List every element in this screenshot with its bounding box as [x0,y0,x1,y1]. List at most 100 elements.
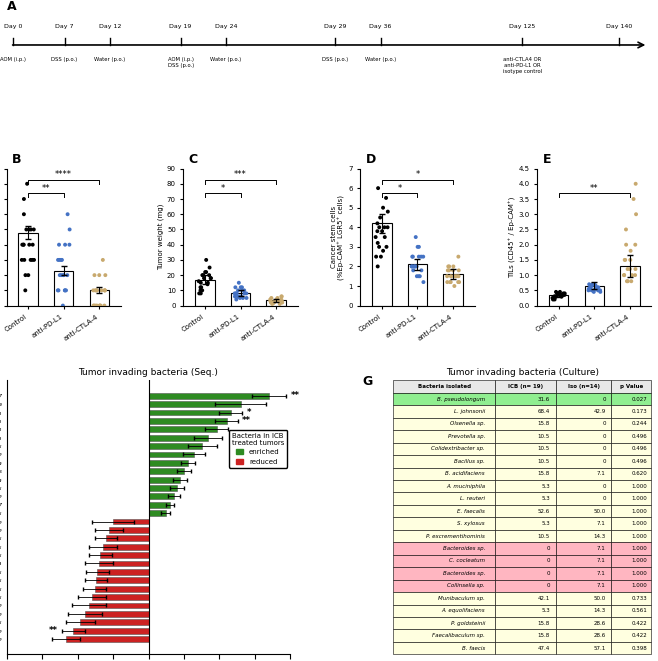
Point [409,261,419,272]
Point [193,276,204,286]
Point [413,241,423,252]
Bar [91,594,149,600]
Point [195,285,206,295]
Point [413,271,424,282]
Point [241,288,251,299]
Text: DSS (p.o.): DSS (p.o.) [322,58,349,62]
Bar [95,586,149,592]
Text: **: ** [41,184,50,192]
Point [549,293,559,303]
Point [558,288,569,299]
Point [23,270,34,280]
Text: Day 140: Day 140 [606,24,632,29]
Point [549,291,559,301]
Text: Water (p.o.): Water (p.o.) [210,58,241,62]
Point [232,288,242,299]
Point [28,224,39,235]
Point [445,277,455,288]
Bar [620,266,640,305]
Bar [149,460,188,466]
Bar [149,494,174,499]
Point [64,224,75,235]
Point [590,282,601,293]
Title: Tumor invading bacteria (Culture): Tumor invading bacteria (Culture) [446,368,599,377]
Point [24,239,34,250]
Text: anti-CTLA4 OR
anti-PD-L1 OR
isotype control: anti-CTLA4 OR anti-PD-L1 OR isotype cont… [503,58,542,74]
Point [199,273,209,284]
Bar [18,233,38,305]
Point [556,291,567,301]
Text: Day 29: Day 29 [324,24,347,29]
Point [547,294,558,305]
Point [201,267,211,278]
Point [271,294,282,305]
Bar [85,611,149,617]
Point [89,270,100,280]
Point [57,254,67,265]
Point [412,271,422,282]
Point [453,277,463,288]
Point [554,290,565,300]
Point [619,270,629,280]
Point [203,278,213,288]
Point [274,299,285,309]
Point [18,239,29,250]
Point [230,288,240,299]
Point [230,282,241,293]
Point [195,288,206,299]
Point [625,245,636,256]
Point [448,261,459,272]
Point [94,300,105,311]
Point [549,293,560,303]
Point [97,254,108,265]
Point [18,239,29,250]
Point [276,294,286,305]
Point [60,285,70,295]
Point [195,282,206,293]
Text: *: * [220,184,225,192]
Point [559,288,570,299]
Point [407,261,417,272]
Point [198,270,209,280]
Point [197,270,208,280]
Point [26,224,36,235]
Point [448,265,459,276]
Bar [195,280,215,305]
Bar [149,485,177,491]
Point [372,261,383,272]
Point [381,192,392,203]
Point [267,297,278,308]
Point [555,290,565,300]
Point [61,285,71,295]
Bar [149,443,203,449]
Point [272,293,283,303]
Point [415,271,425,282]
Point [267,299,278,309]
Bar [97,569,149,575]
Point [100,285,111,295]
Point [416,251,426,262]
Point [56,270,66,280]
Point [54,239,64,250]
Legend: enriched, reduced: enriched, reduced [229,430,287,467]
Point [268,297,279,308]
Point [450,271,461,282]
Point [625,254,636,265]
Point [630,178,641,189]
Point [592,284,602,294]
Point [451,271,462,282]
Bar [96,577,149,583]
Point [619,270,630,280]
Point [375,212,386,223]
Bar [443,274,463,305]
Text: Day 125: Day 125 [509,24,536,29]
Point [407,251,418,262]
Bar [66,636,149,642]
Point [28,239,38,250]
Point [60,285,70,295]
Point [231,294,241,305]
Point [553,288,563,299]
Text: Day 19: Day 19 [170,24,192,29]
Bar [89,603,149,608]
Point [200,267,211,278]
